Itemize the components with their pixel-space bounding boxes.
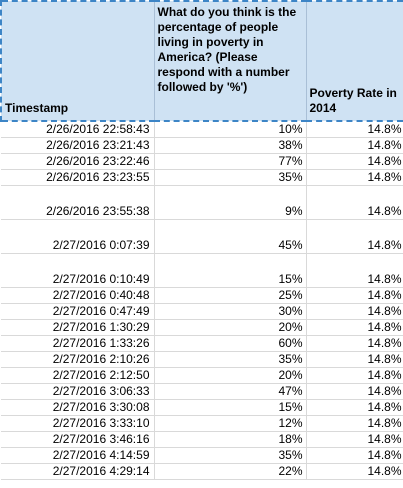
table-row: 2/26/2016 23:55:38 9% 14.8% bbox=[1, 185, 403, 220]
guess-cell[interactable]: 35% bbox=[154, 447, 307, 464]
guess-cell[interactable]: 47% bbox=[154, 383, 307, 400]
table-row: 2/26/2016 23:23:55 35% 14.8% bbox=[1, 169, 403, 186]
poverty-rate-cell[interactable]: 14.8% bbox=[306, 463, 403, 480]
table-row: 2/27/2016 1:33:26 60% 14.8% bbox=[1, 335, 403, 352]
table-row: 2/27/2016 3:06:33 47% 14.8% bbox=[1, 383, 403, 400]
table-row: 2/27/2016 0:07:39 45% 14.8% bbox=[1, 219, 403, 254]
guess-cell[interactable]: 77% bbox=[154, 153, 307, 170]
timestamp-cell[interactable]: 2/27/2016 2:10:26 bbox=[1, 351, 155, 368]
guess-cell[interactable]: 18% bbox=[154, 431, 307, 448]
guess-cell[interactable]: 35% bbox=[154, 351, 307, 368]
table-row: 2/27/2016 0:10:49 15% 14.8% bbox=[1, 253, 403, 288]
guess-cell[interactable]: 20% bbox=[154, 319, 307, 336]
timestamp-cell[interactable]: 2/26/2016 23:21:43 bbox=[1, 137, 155, 154]
header-row: Timestamp What do you think is the perce… bbox=[0, 1, 403, 121]
poverty-rate-cell[interactable]: 14.8% bbox=[306, 415, 403, 432]
timestamp-cell[interactable]: 2/26/2016 23:23:55 bbox=[1, 169, 155, 186]
table-row: 2/27/2016 4:29:14 22% 14.8% bbox=[1, 463, 403, 480]
guess-cell[interactable]: 22% bbox=[154, 463, 307, 480]
guess-cell[interactable]: 60% bbox=[154, 335, 307, 352]
table-row: 2/27/2016 0:40:48 25% 14.8% bbox=[1, 287, 403, 304]
header-cell-poverty-rate[interactable]: Poverty Rate in 2014 bbox=[306, 1, 403, 121]
poverty-rate-cell[interactable]: 14.8% bbox=[306, 447, 403, 464]
timestamp-cell[interactable]: 2/27/2016 1:33:26 bbox=[1, 335, 155, 352]
header-cell-question[interactable]: What do you think is the percentage of p… bbox=[154, 1, 307, 121]
guess-cell[interactable]: 20% bbox=[154, 367, 307, 384]
guess-cell[interactable]: 12% bbox=[154, 415, 307, 432]
timestamp-cell[interactable]: 2/27/2016 4:29:14 bbox=[1, 463, 155, 480]
timestamp-cell[interactable]: 2/26/2016 23:55:38 bbox=[1, 185, 155, 220]
guess-cell[interactable]: 15% bbox=[154, 253, 307, 288]
timestamp-cell[interactable]: 2/27/2016 2:12:50 bbox=[1, 367, 155, 384]
poverty-rate-cell[interactable]: 14.8% bbox=[306, 335, 403, 352]
table-row: 2/27/2016 0:47:49 30% 14.8% bbox=[1, 303, 403, 320]
guess-cell[interactable]: 30% bbox=[154, 303, 307, 320]
poverty-rate-cell[interactable]: 14.8% bbox=[306, 121, 403, 138]
guess-cell[interactable]: 38% bbox=[154, 137, 307, 154]
poverty-rate-cell[interactable]: 14.8% bbox=[306, 319, 403, 336]
guess-cell[interactable]: 45% bbox=[154, 219, 307, 254]
poverty-rate-cell[interactable]: 14.8% bbox=[306, 153, 403, 170]
table-row: 2/27/2016 4:14:59 35% 14.8% bbox=[1, 447, 403, 464]
table-row: 2/26/2016 23:22:46 77% 14.8% bbox=[1, 153, 403, 170]
poverty-rate-cell[interactable]: 14.8% bbox=[306, 399, 403, 416]
timestamp-cell[interactable]: 2/27/2016 0:07:39 bbox=[1, 219, 155, 254]
poverty-rate-cell[interactable]: 14.8% bbox=[306, 351, 403, 368]
header-cell-timestamp[interactable]: Timestamp bbox=[0, 1, 155, 121]
poverty-rate-cell[interactable]: 14.8% bbox=[306, 253, 403, 288]
timestamp-cell[interactable]: 2/27/2016 3:46:16 bbox=[1, 431, 155, 448]
table-row: 2/26/2016 23:21:43 38% 14.8% bbox=[1, 137, 403, 154]
poverty-rate-cell[interactable]: 14.8% bbox=[306, 137, 403, 154]
timestamp-cell[interactable]: 2/27/2016 0:47:49 bbox=[1, 303, 155, 320]
timestamp-cell[interactable]: 2/27/2016 3:06:33 bbox=[1, 383, 155, 400]
timestamp-cell[interactable]: 2/26/2016 22:58:43 bbox=[1, 121, 155, 138]
poverty-rate-cell[interactable]: 14.8% bbox=[306, 219, 403, 254]
timestamp-cell[interactable]: 2/27/2016 0:10:49 bbox=[1, 253, 155, 288]
table-row: 2/27/2016 2:12:50 20% 14.8% bbox=[1, 367, 403, 384]
guess-cell[interactable]: 25% bbox=[154, 287, 307, 304]
guess-cell[interactable]: 9% bbox=[154, 185, 307, 220]
timestamp-cell[interactable]: 2/26/2016 23:22:46 bbox=[1, 153, 155, 170]
table-row: 2/27/2016 3:33:10 12% 14.8% bbox=[1, 415, 403, 432]
table-row: 2/27/2016 2:10:26 35% 14.8% bbox=[1, 351, 403, 368]
poverty-rate-cell[interactable]: 14.8% bbox=[306, 303, 403, 320]
table-body: 2/26/2016 22:58:43 10% 14.8% 2/26/2016 23:2… bbox=[1, 121, 403, 480]
poverty-rate-cell[interactable]: 14.8% bbox=[306, 431, 403, 448]
poverty-rate-cell[interactable]: 14.8% bbox=[306, 287, 403, 304]
timestamp-cell[interactable]: 2/27/2016 3:33:10 bbox=[1, 415, 155, 432]
table-row: 2/26/2016 22:58:43 10% 14.8% bbox=[1, 121, 403, 138]
table-row: 2/27/2016 3:46:16 18% 14.8% bbox=[1, 431, 403, 448]
guess-cell[interactable]: 10% bbox=[154, 121, 307, 138]
timestamp-cell[interactable]: 2/27/2016 3:30:08 bbox=[1, 399, 155, 416]
timestamp-cell[interactable]: 2/27/2016 0:40:48 bbox=[1, 287, 155, 304]
poverty-rate-cell[interactable]: 14.8% bbox=[306, 185, 403, 220]
poverty-rate-cell[interactable]: 14.8% bbox=[306, 383, 403, 400]
poverty-rate-cell[interactable]: 14.8% bbox=[306, 169, 403, 186]
guess-cell[interactable]: 35% bbox=[154, 169, 307, 186]
table-row: 2/27/2016 1:30:29 20% 14.8% bbox=[1, 319, 403, 336]
poverty-rate-cell[interactable]: 14.8% bbox=[306, 367, 403, 384]
guess-cell[interactable]: 15% bbox=[154, 399, 307, 416]
table-row: 2/27/2016 3:30:08 15% 14.8% bbox=[1, 399, 403, 416]
timestamp-cell[interactable]: 2/27/2016 1:30:29 bbox=[1, 319, 155, 336]
timestamp-cell[interactable]: 2/27/2016 4:14:59 bbox=[1, 447, 155, 464]
